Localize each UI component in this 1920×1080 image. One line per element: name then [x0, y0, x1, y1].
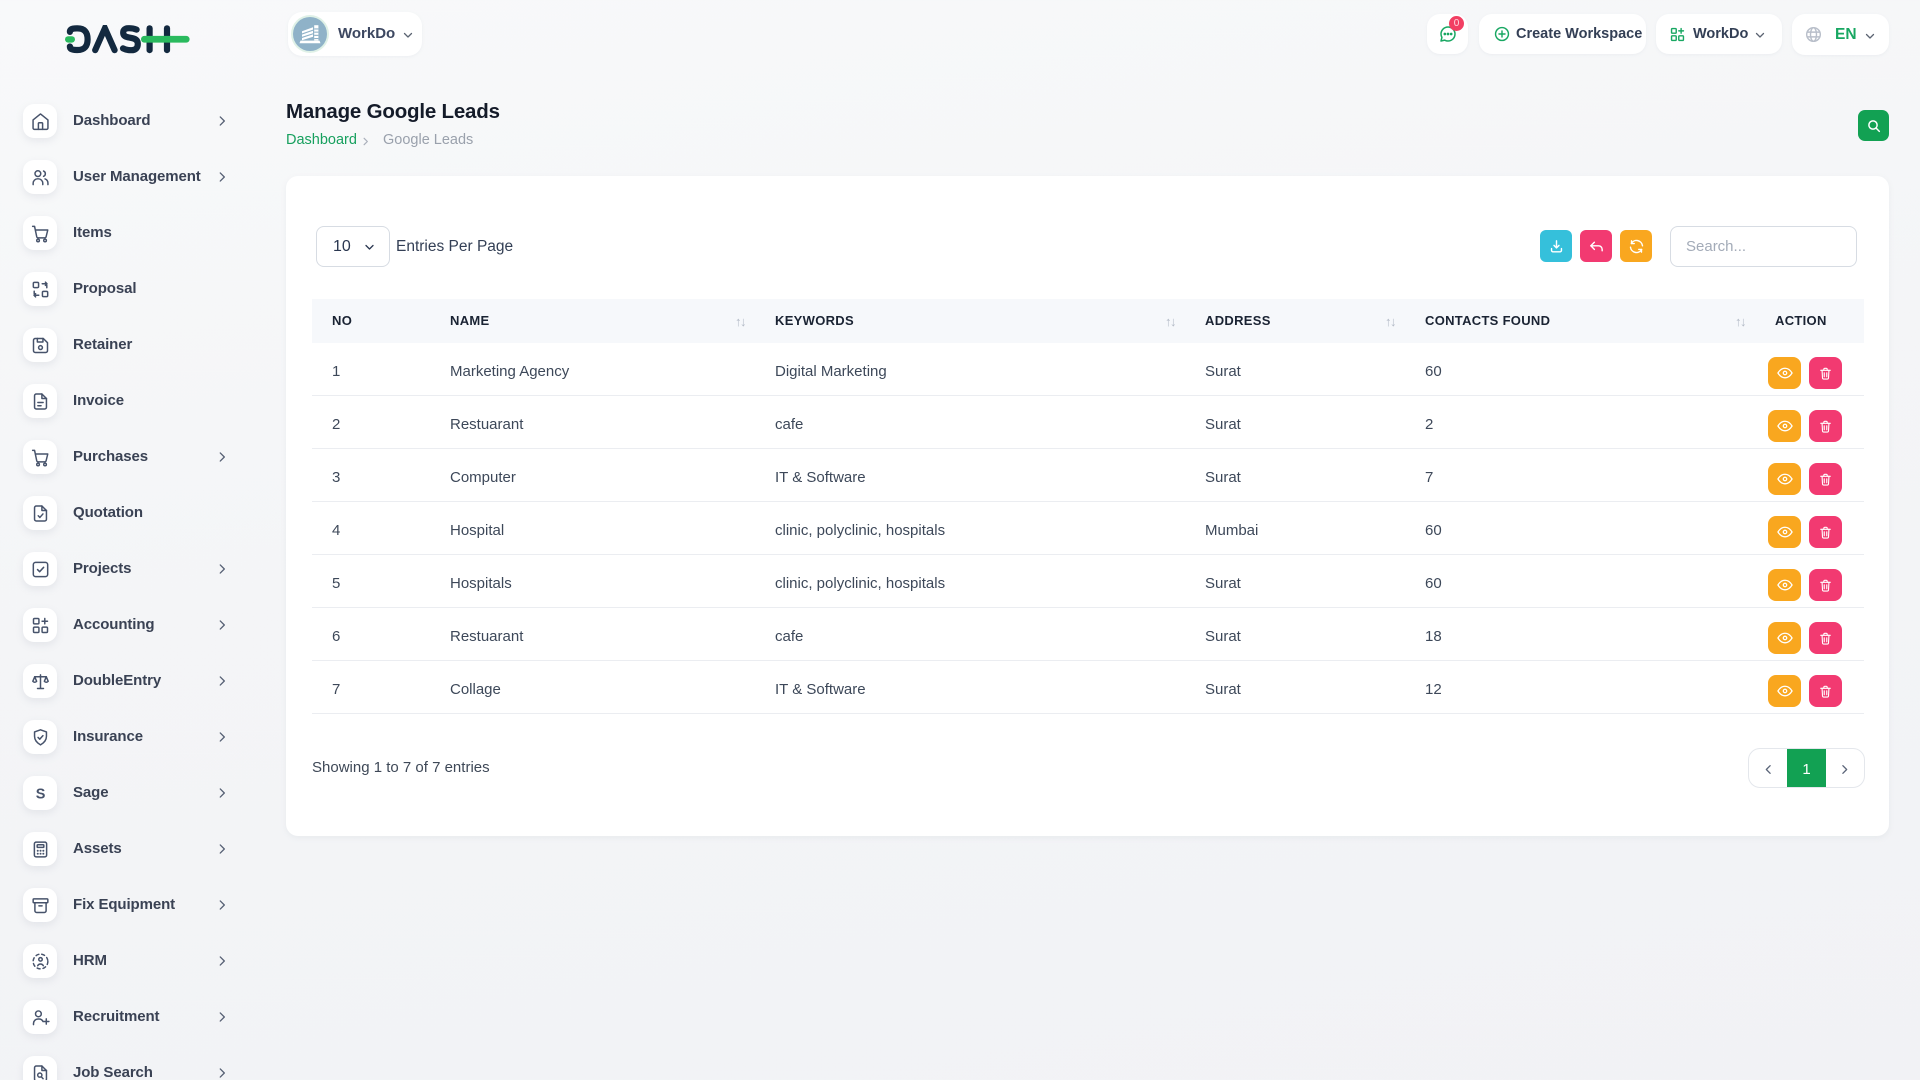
svg-text:S: S	[35, 786, 45, 802]
